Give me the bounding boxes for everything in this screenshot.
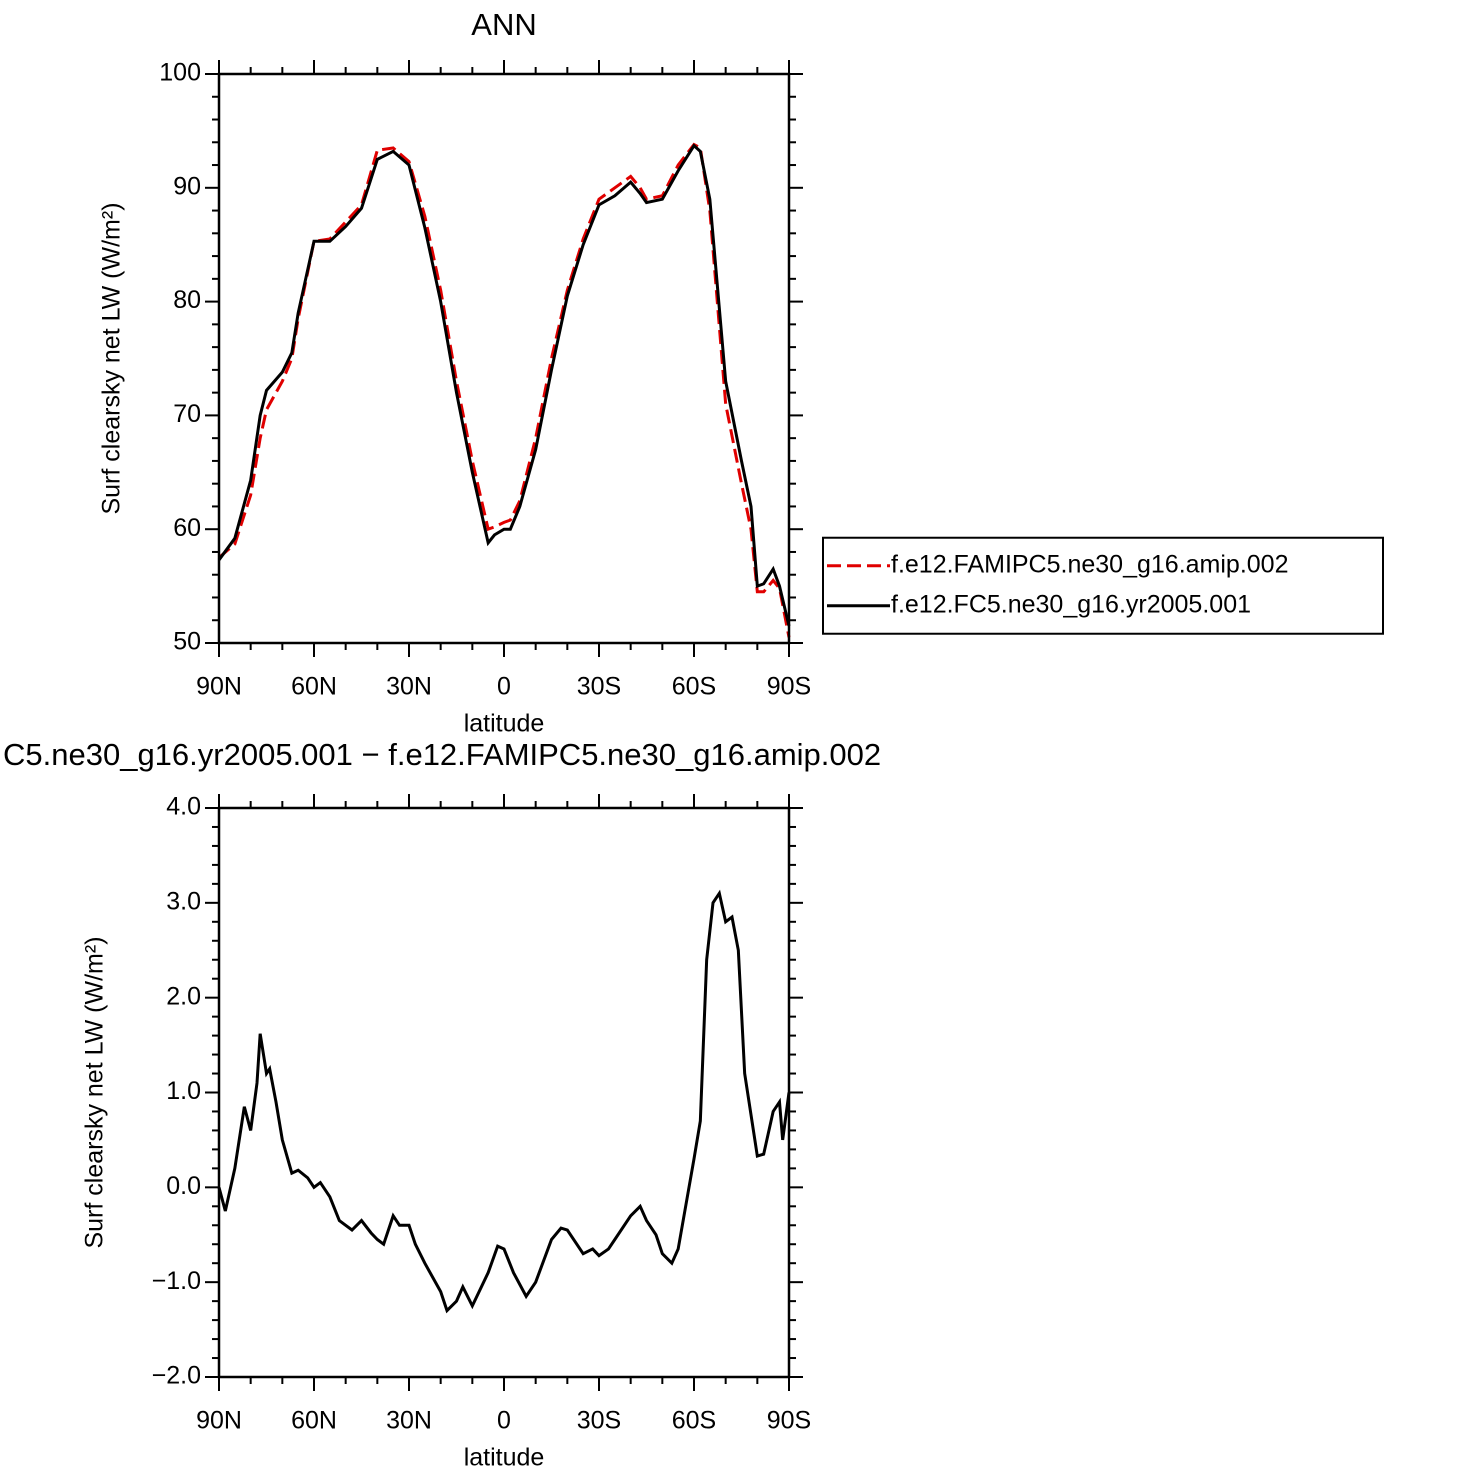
data-line: [217, 143, 791, 627]
x-axis-label: latitude: [464, 710, 545, 738]
y-axis-label: Surf clearsky net LW (W/m²): [98, 202, 126, 514]
x-tick-label: 90N: [196, 673, 242, 701]
x-tick-label: 30S: [577, 673, 621, 701]
legend-box: [822, 536, 1384, 635]
y-tick-label: 2.0: [166, 982, 201, 1010]
x-tick-label: 60S: [672, 1407, 716, 1435]
y-tick-label: 0.0: [166, 1172, 201, 1200]
legend-label: f.e12.FAMIPC5.ne30_g16.amip.002: [891, 550, 1289, 578]
x-tick-label: 0: [497, 1407, 511, 1435]
y-tick-label: 80: [173, 286, 201, 314]
y-tick-label: 1.0: [166, 1077, 201, 1105]
x-tick-label: 30N: [386, 1407, 432, 1435]
x-tick-label: 90S: [767, 673, 811, 701]
x-tick-label: 60N: [291, 673, 337, 701]
y-tick-label: 4.0: [166, 793, 201, 821]
chart-title: ANN: [471, 7, 536, 42]
x-tick-label: 90N: [196, 1407, 242, 1435]
x-tick-label: 60S: [672, 673, 716, 701]
x-tick-label: 30N: [386, 673, 432, 701]
y-tick-label: 90: [173, 172, 201, 200]
data-line: [218, 142, 791, 638]
x-axis-label: latitude: [464, 1444, 545, 1472]
y-axis-label: Surf clearsky net LW (W/m²): [81, 936, 109, 1248]
plot-frame: [217, 72, 791, 645]
chart-title: C5.ne30_g16.yr2005.001 − f.e12.FAMIPC5.n…: [3, 737, 881, 772]
plot-frame: [217, 806, 791, 1379]
legend-label: f.e12.FC5.ne30_g16.yr2005.001: [891, 590, 1251, 618]
data-line: [217, 889, 791, 1314]
y-tick-label: 60: [173, 514, 201, 542]
y-tick-label: 3.0: [166, 887, 201, 915]
y-tick-label: 70: [173, 400, 201, 428]
x-tick-label: 90S: [767, 1407, 811, 1435]
x-tick-label: 0: [497, 673, 511, 701]
x-tick-label: 30S: [577, 1407, 621, 1435]
y-tick-label: 50: [173, 628, 201, 656]
x-tick-label: 60N: [291, 1407, 337, 1435]
y-tick-label: −2.0: [152, 1362, 201, 1390]
y-tick-label: −1.0: [152, 1267, 201, 1295]
y-tick-label: 100: [159, 59, 201, 87]
